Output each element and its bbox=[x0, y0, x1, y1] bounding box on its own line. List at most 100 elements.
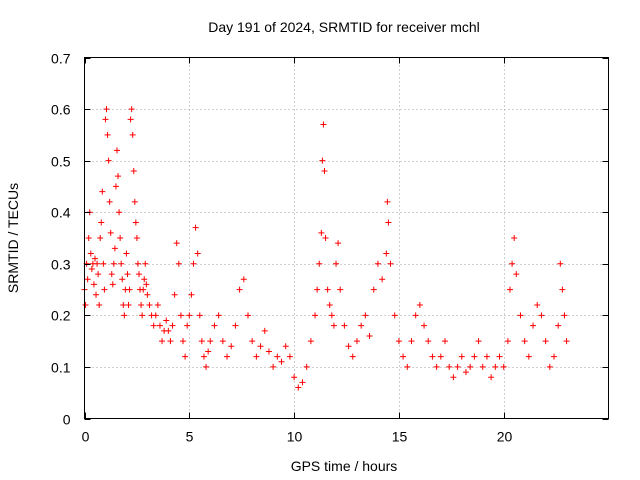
data-point bbox=[321, 167, 328, 174]
data-point bbox=[91, 255, 98, 262]
data-point bbox=[115, 173, 122, 180]
y-tick-label: 0.6 bbox=[51, 102, 71, 118]
data-point bbox=[322, 235, 329, 241]
data-point bbox=[416, 302, 423, 309]
data-point bbox=[96, 302, 103, 309]
data-point bbox=[196, 312, 203, 319]
data-point bbox=[561, 312, 568, 319]
data-point bbox=[404, 363, 411, 370]
data-point bbox=[126, 286, 133, 293]
data-point bbox=[471, 353, 478, 360]
data-point bbox=[261, 327, 268, 334]
data-point bbox=[563, 338, 570, 345]
data-point bbox=[138, 302, 145, 309]
data-point bbox=[85, 235, 92, 241]
data-point bbox=[299, 379, 306, 386]
data-point bbox=[224, 353, 231, 360]
data-point bbox=[93, 291, 100, 298]
data-point bbox=[120, 302, 127, 309]
data-point bbox=[131, 198, 138, 205]
data-point bbox=[265, 348, 272, 355]
data-point bbox=[95, 271, 102, 278]
data-point bbox=[143, 281, 150, 288]
data-point bbox=[169, 322, 176, 329]
y-tick-label: 0.5 bbox=[51, 154, 71, 170]
data-point bbox=[421, 322, 428, 329]
data-point bbox=[106, 198, 113, 205]
data-point bbox=[141, 276, 148, 283]
data-point bbox=[492, 363, 499, 370]
data-point bbox=[328, 312, 335, 319]
x-tick-label: 15 bbox=[392, 429, 408, 445]
data-point bbox=[387, 260, 394, 267]
data-point bbox=[132, 219, 139, 226]
data-point bbox=[291, 374, 298, 381]
data-point bbox=[175, 260, 182, 267]
data-point bbox=[159, 338, 166, 345]
data-point bbox=[173, 240, 180, 247]
data-point bbox=[104, 131, 111, 138]
data-point bbox=[117, 235, 124, 241]
data-point bbox=[316, 260, 323, 267]
data-point bbox=[116, 209, 123, 216]
data-point bbox=[521, 338, 528, 345]
data-point bbox=[135, 271, 142, 278]
data-point bbox=[333, 260, 340, 267]
data-point bbox=[180, 338, 187, 345]
data-point bbox=[107, 229, 114, 236]
y-tick-label: 0.4 bbox=[51, 205, 71, 221]
data-point bbox=[100, 260, 107, 267]
data-point bbox=[496, 353, 503, 360]
data-point bbox=[504, 338, 511, 345]
y-tick-label: 0 bbox=[63, 412, 71, 428]
data-point bbox=[479, 363, 486, 370]
data-point bbox=[559, 286, 566, 293]
data-point bbox=[525, 353, 532, 360]
x-tick-label: 0 bbox=[82, 429, 90, 445]
data-point bbox=[551, 353, 558, 360]
data-point bbox=[198, 338, 205, 345]
data-point bbox=[123, 250, 130, 257]
data-point bbox=[118, 260, 125, 267]
data-point bbox=[433, 363, 440, 370]
data-point bbox=[307, 338, 314, 345]
data-point bbox=[488, 374, 495, 381]
data-point bbox=[186, 312, 193, 319]
data-point bbox=[124, 271, 131, 278]
y-axis-label: SRMTID / TECUs bbox=[5, 183, 21, 293]
data-point bbox=[90, 281, 97, 288]
data-point bbox=[395, 338, 402, 345]
data-point bbox=[97, 235, 104, 241]
data-point bbox=[156, 322, 163, 329]
data-point bbox=[182, 353, 189, 360]
data-point bbox=[437, 353, 444, 360]
data-point bbox=[370, 286, 377, 293]
data-point bbox=[442, 338, 449, 345]
data-point bbox=[113, 147, 120, 154]
data-point bbox=[374, 260, 381, 267]
data-point bbox=[194, 250, 201, 257]
data-point bbox=[119, 276, 126, 283]
data-point bbox=[109, 281, 116, 288]
y-tick-label: 0.1 bbox=[51, 360, 71, 376]
data-point bbox=[232, 322, 239, 329]
data-point bbox=[345, 343, 352, 350]
data-point bbox=[324, 286, 331, 293]
data-point bbox=[105, 157, 112, 164]
data-point bbox=[165, 327, 172, 334]
data-point bbox=[177, 312, 184, 319]
data-point bbox=[384, 198, 391, 205]
x-tick-label: 20 bbox=[497, 429, 513, 445]
data-point bbox=[483, 353, 490, 360]
y-tick-label: 0.3 bbox=[51, 257, 71, 273]
data-point bbox=[215, 312, 222, 319]
data-point bbox=[513, 271, 520, 278]
data-point bbox=[400, 353, 407, 360]
data-point bbox=[391, 312, 398, 319]
data-point bbox=[171, 291, 178, 298]
data-point bbox=[139, 312, 146, 319]
data-point bbox=[125, 302, 132, 309]
data-point bbox=[353, 338, 360, 345]
data-point bbox=[184, 322, 191, 329]
data-point bbox=[87, 250, 94, 257]
